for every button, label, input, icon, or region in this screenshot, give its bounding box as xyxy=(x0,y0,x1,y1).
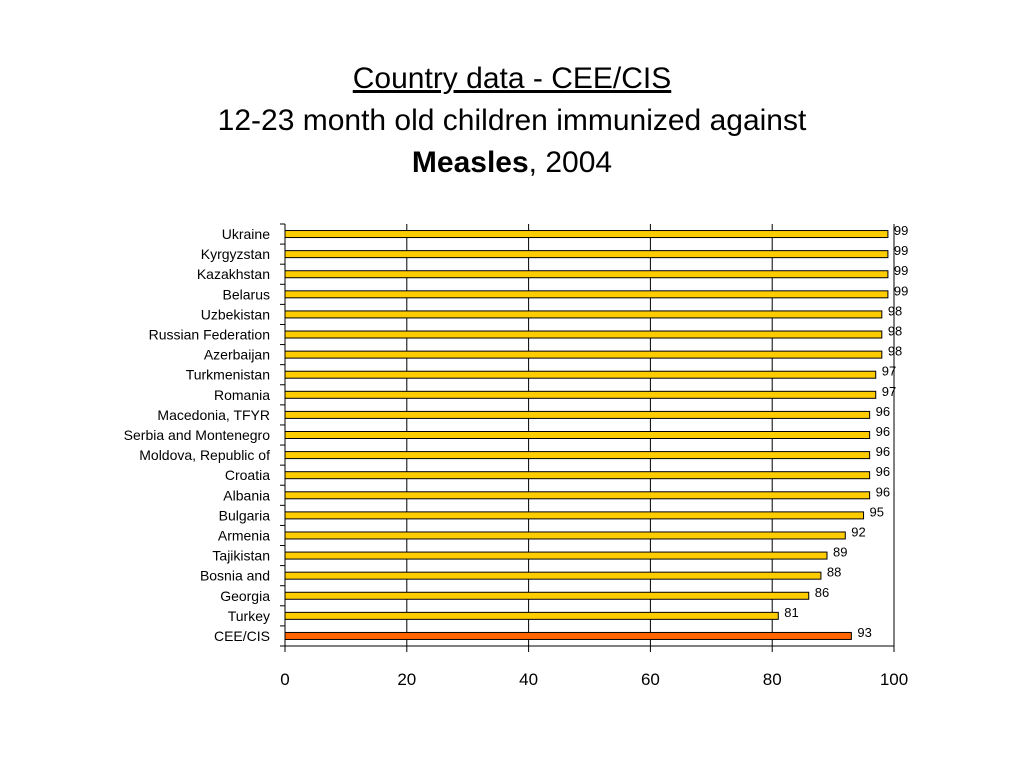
title-subtitle: 12-23 month old children immunized again… xyxy=(217,104,807,137)
value-label: 98 xyxy=(888,324,902,339)
value-label: 99 xyxy=(894,243,908,258)
category-label: CEE/CIS xyxy=(214,628,270,644)
category-label: Macedonia, TFYR xyxy=(157,407,270,423)
bar xyxy=(284,390,877,399)
bar xyxy=(284,270,889,279)
value-label: 81 xyxy=(784,605,798,620)
category-label: Romania xyxy=(214,387,270,403)
category-label: Georgia xyxy=(220,588,270,604)
bar xyxy=(284,511,865,520)
value-label: 86 xyxy=(815,585,829,600)
category-label: Armenia xyxy=(218,527,270,543)
x-tick-label: 100 xyxy=(880,670,908,689)
bar xyxy=(284,631,852,640)
bar xyxy=(284,350,883,359)
bar xyxy=(284,290,889,299)
chart-title: Country data - CEE/CIS 12-23 month old c… xyxy=(0,58,1024,184)
value-label: 92 xyxy=(851,524,865,539)
category-label: Uzbekistan xyxy=(201,306,270,322)
bar xyxy=(284,491,871,500)
category-label: Moldova, Republic of xyxy=(139,447,270,463)
bar xyxy=(284,451,871,460)
value-label: 99 xyxy=(894,283,908,298)
bar xyxy=(284,370,877,379)
value-label: 97 xyxy=(882,384,896,399)
bar xyxy=(284,431,871,439)
x-tick-label: 60 xyxy=(641,670,660,689)
category-label: Turkey xyxy=(228,608,270,624)
value-label: 96 xyxy=(876,404,890,419)
value-label: 96 xyxy=(876,484,890,499)
title-year: , 2004 xyxy=(528,146,613,179)
category-label: Russian Federation xyxy=(149,327,270,343)
value-label: 88 xyxy=(827,565,841,580)
value-label: 98 xyxy=(888,303,902,318)
x-tick-label: 0 xyxy=(280,670,289,689)
x-tick-label: 40 xyxy=(519,670,538,689)
title-disease: Measles xyxy=(411,146,529,179)
bar xyxy=(284,330,883,339)
category-label: Serbia and Montenegro xyxy=(124,427,271,443)
category-label: Belarus xyxy=(223,286,270,302)
category-label: Bosnia and xyxy=(200,568,270,584)
value-label: 99 xyxy=(894,223,908,238)
bar xyxy=(284,471,871,480)
bar xyxy=(284,410,871,419)
category-label: Azerbaijan xyxy=(204,347,270,363)
category-label: Tajikistan xyxy=(212,548,270,564)
bar xyxy=(284,310,883,319)
value-label: 93 xyxy=(857,625,871,640)
category-label: Ukraine xyxy=(222,226,270,242)
category-label: Bulgaria xyxy=(219,507,271,523)
bar xyxy=(284,571,822,580)
category-label: Kazakhstan xyxy=(197,266,270,282)
category-label: Turkmenistan xyxy=(186,367,270,383)
category-label: Croatia xyxy=(225,467,270,483)
value-label: 96 xyxy=(876,424,890,439)
value-label: 89 xyxy=(833,545,847,560)
x-tick-label: 80 xyxy=(763,670,782,689)
bar xyxy=(284,611,779,620)
bar xyxy=(284,591,810,600)
value-label: 96 xyxy=(876,464,890,479)
value-label: 95 xyxy=(870,504,884,519)
value-label: 99 xyxy=(894,263,908,278)
value-label: 96 xyxy=(876,444,890,459)
bar xyxy=(284,531,846,540)
bar xyxy=(284,250,889,259)
x-tick-label: 20 xyxy=(397,670,416,689)
category-label: Albania xyxy=(223,487,270,503)
title-main: Country data - CEE/CIS xyxy=(352,62,672,95)
bar xyxy=(284,551,828,560)
bar xyxy=(284,230,889,239)
value-label: 97 xyxy=(882,364,896,379)
value-label: 98 xyxy=(888,344,902,359)
title-disease-line: Measles, 2004 xyxy=(0,142,1024,184)
category-label: Kyrgyzstan xyxy=(201,246,270,262)
